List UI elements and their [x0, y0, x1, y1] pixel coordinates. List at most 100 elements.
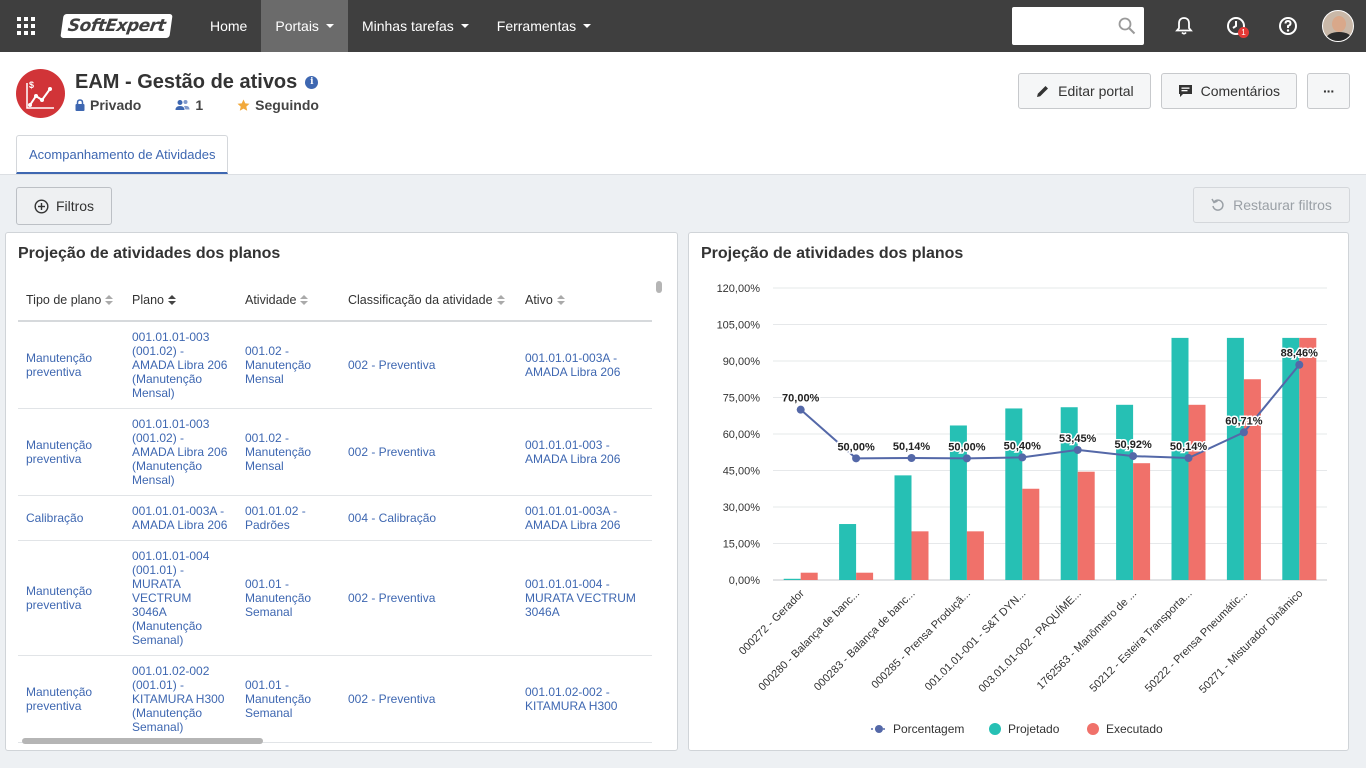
bar-executado [911, 531, 929, 580]
table-row[interactable]: Manutenção preventiva 001.01.01-004 (001… [18, 540, 652, 656]
notification-badge: 1 [1238, 27, 1249, 38]
activity-button[interactable]: 1 [1210, 0, 1262, 52]
x-tick-label: 000280 - Balança de banc... [756, 588, 862, 694]
cell-tipo-plano[interactable]: Manutenção preventiva [18, 321, 124, 409]
table-row[interactable]: Manutenção preventiva 001.01.01-003 (001… [18, 408, 652, 496]
cell-classificacao[interactable]: 002 - Preventiva [340, 655, 517, 743]
following-status[interactable]: Seguindo [237, 97, 319, 113]
cell-plano[interactable]: 001.01.01-003A - AMADA Libra 206 [124, 495, 237, 541]
search-input[interactable] [1012, 7, 1144, 45]
nav-minhas-tarefas[interactable]: Minhas tarefas [348, 0, 483, 52]
nav-home[interactable]: Home [210, 18, 248, 34]
help-button[interactable] [1262, 0, 1314, 52]
column-header-classificacao[interactable]: Classificação da atividade [340, 279, 517, 322]
bar-executado [1299, 337, 1317, 580]
top-navbar: SoftExpert Home Portais Minhas tarefas F… [0, 0, 1366, 52]
vertical-scrollbar[interactable] [656, 281, 662, 293]
cell-plano[interactable]: 001.01.01-003 (001.02) - AMADA Libra 206… [124, 321, 237, 409]
x-tick-label: 50222 - Prensa Pneumátic... [1143, 588, 1250, 695]
nav-portais[interactable]: Portais [261, 0, 348, 52]
y-tick-label: 15,00% [723, 539, 761, 551]
activities-chart: 0,00% 15,00% 30,00% 45,00% 60,00% 75,00% 90,00… [717, 283, 1327, 736]
legend-marker [989, 723, 1001, 735]
line-point [1239, 428, 1248, 437]
cell-plano[interactable]: 001.01.01-003 (001.02) - AMADA Libra 206… [124, 408, 237, 496]
legend-label: Projetado [1008, 722, 1060, 736]
info-icon[interactable]: i [305, 76, 319, 89]
cell-tipo-plano[interactable]: Calibração [18, 495, 124, 541]
column-header-ativo[interactable]: Ativo [517, 279, 652, 322]
nav-right: 1 [1012, 0, 1366, 52]
cell-atividade[interactable]: 001.02 - Manutenção Mensal [237, 321, 340, 409]
tab-acompanhamento[interactable]: Acompanhamento de Atividades [16, 135, 229, 174]
cell-atividade[interactable]: 001.01 - Manutenção Semanal [237, 540, 340, 656]
cell-tipo-plano[interactable]: Manutenção preventiva [18, 540, 124, 656]
restore-filters-button[interactable]: Restaurar filtros [1193, 187, 1350, 223]
bar-executado [966, 531, 984, 580]
data-label: 50,14% [893, 441, 931, 453]
cell-atividade[interactable]: 001.01.02 - Padrões [237, 495, 340, 541]
cell-classificacao[interactable]: 004 - Calibração [340, 495, 517, 541]
members-count[interactable]: 1 [175, 97, 203, 113]
column-header-tipo-plano[interactable]: Tipo de plano [18, 279, 124, 322]
y-tick-label: 75,00% [723, 393, 761, 405]
softexpert-logo[interactable]: SoftExpert [60, 13, 186, 39]
edit-portal-button[interactable]: Editar portal [1018, 73, 1151, 109]
cell-tipo-plano[interactable]: Manutenção preventiva [18, 655, 124, 743]
bar-projetado [1116, 404, 1134, 580]
table-widget-title: Projeção de atividades dos planos [18, 245, 281, 262]
line-point [852, 454, 861, 463]
privacy-status: Privado [75, 97, 141, 113]
activities-table: Tipo de plano Plano Atividade Classifica… [18, 279, 652, 743]
x-tick-label: 001.01.01-001 - S&T DYN... [923, 588, 1029, 694]
apps-menu-button[interactable] [0, 0, 52, 52]
y-tick-label: 45,00% [723, 466, 761, 478]
cell-atividade[interactable]: 001.01 - Manutenção Semanal [237, 655, 340, 743]
cell-ativo[interactable]: 001.01.01-003 - AMADA Libra 206 [517, 408, 652, 496]
cell-atividade[interactable]: 001.02 - Manutenção Mensal [237, 408, 340, 496]
ellipsis-icon: ··· [1323, 83, 1335, 99]
bar-projetado [1226, 337, 1244, 580]
cell-ativo[interactable]: 001.01.02-002 - KITAMURA H300 [517, 655, 652, 743]
table-row[interactable]: Manutenção preventiva 001.01.01-003 (001… [18, 321, 652, 409]
line-point [1295, 360, 1304, 369]
line-point [962, 454, 971, 463]
cell-plano[interactable]: 001.01.02-002 (001.01) - KITAMURA H300 (… [124, 655, 237, 743]
cell-tipo-plano[interactable]: Manutenção preventiva [18, 408, 124, 496]
cell-ativo[interactable]: 001.01.01-003A - AMADA Libra 206 [517, 321, 652, 409]
cell-plano[interactable]: 001.01.01-004 (001.01) - MURATA VECTRUM … [124, 540, 237, 656]
column-header-atividade[interactable]: Atividade [237, 279, 340, 322]
x-tick-label: 50212 - Esteira Transporta... [1088, 588, 1195, 695]
data-label: 60,71% [1225, 415, 1263, 427]
sort-icon [167, 295, 176, 306]
horizontal-scrollbar[interactable] [22, 738, 263, 744]
cell-ativo[interactable]: 001.01.01-004 - MURATA VECTRUM 3046A [517, 540, 652, 656]
line-point [1073, 445, 1082, 454]
nav-ferramentas[interactable]: Ferramentas [483, 0, 605, 52]
x-tick-label: 000285 - Prensa Produçã... [869, 588, 973, 692]
bar-projetado [1282, 337, 1300, 580]
bar-executado [856, 572, 874, 580]
bell-icon [1175, 17, 1193, 35]
more-options-button[interactable]: ··· [1307, 73, 1350, 109]
filters-button[interactable]: Filtros [16, 187, 112, 225]
cell-ativo[interactable]: 001.01.01-003A - AMADA Libra 206 [517, 495, 652, 541]
comment-icon [1178, 85, 1192, 97]
data-label: 50,40% [1004, 440, 1042, 452]
sort-icon [105, 295, 114, 306]
notifications-button[interactable] [1158, 0, 1210, 52]
y-tick-label: 60,00% [723, 429, 761, 441]
legend-marker [875, 725, 883, 733]
table-row[interactable]: Manutenção preventiva 001.01.02-002 (001… [18, 655, 652, 743]
cell-classificacao[interactable]: 002 - Preventiva [340, 321, 517, 409]
bar-executado [800, 572, 818, 580]
cell-classificacao[interactable]: 002 - Preventiva [340, 540, 517, 656]
column-header-plano[interactable]: Plano [124, 279, 237, 322]
cell-classificacao[interactable]: 002 - Preventiva [340, 408, 517, 496]
line-point [1129, 452, 1138, 461]
chevron-down-icon [325, 24, 334, 28]
user-avatar[interactable] [1322, 10, 1354, 42]
bar-executado [1133, 463, 1151, 580]
table-row[interactable]: Calibração 001.01.01-003A - AMADA Libra … [18, 495, 652, 541]
comments-button[interactable]: Comentários [1160, 73, 1297, 109]
